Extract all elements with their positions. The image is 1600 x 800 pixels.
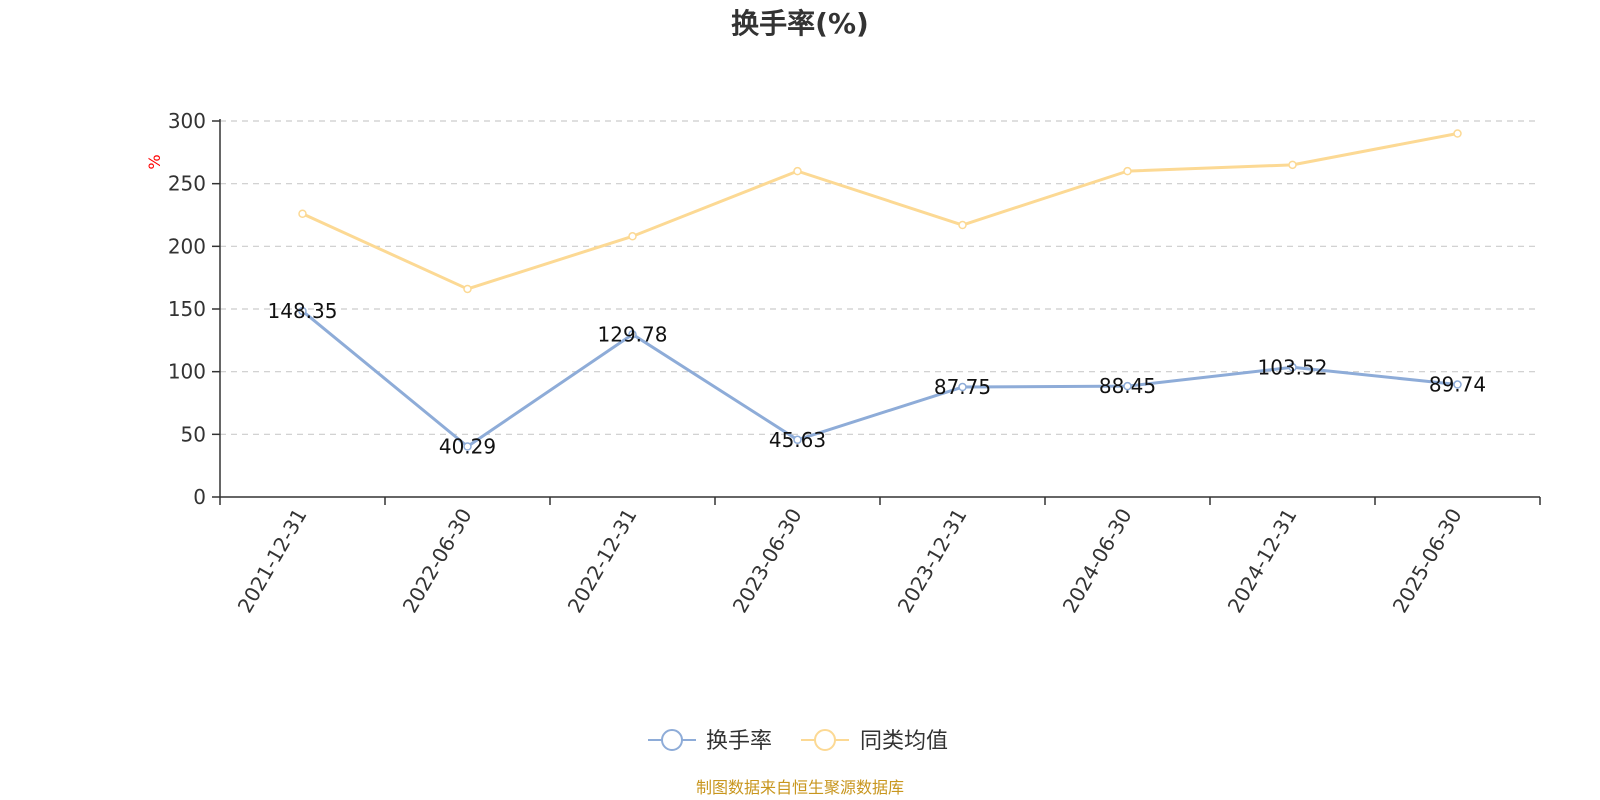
y-tick-label: 0	[193, 485, 206, 509]
x-tick-label: 2024-06-30	[1058, 504, 1137, 617]
y-tick-label: 100	[168, 360, 206, 384]
x-tick-label: 2025-06-30	[1388, 504, 1467, 617]
turnover-point[interactable]	[793, 435, 802, 445]
data-source-note: 制图数据来自恒生聚源数据库	[696, 778, 904, 797]
chart-title: 换手率(%)	[731, 7, 869, 40]
turnover-point[interactable]	[1288, 363, 1297, 372]
legend-peer-circle-icon	[814, 729, 836, 751]
peer-average-series-line	[301, 132, 1458, 291]
peer-average-point[interactable]	[1453, 129, 1462, 138]
x-tick-label: 2023-12-31	[893, 504, 972, 617]
y-tick-label: 250	[168, 172, 206, 196]
turnover-data-label: 89.74	[1429, 373, 1486, 397]
x-tick-label: 2022-06-30	[398, 504, 477, 617]
turnover-data-label: 87.75	[934, 375, 991, 399]
x-tick-label: 2022-12-31	[563, 504, 642, 617]
legend-label-peer-average: 同类均值	[860, 729, 948, 754]
axes: 0 50 100 150 200 250 300 2021-12-31 2022-06-30 20…	[168, 109, 1541, 617]
turnover-point[interactable]	[628, 330, 637, 339]
legend-turnover-circle-icon	[661, 729, 683, 751]
turnover-data-label: 88.45	[1099, 374, 1156, 398]
peer-average-point[interactable]	[298, 209, 307, 218]
y-tick-label: 150	[168, 297, 206, 321]
x-tick-label: 2021-12-31	[233, 504, 312, 617]
peer-average-point[interactable]	[958, 220, 967, 230]
series-lines	[298, 129, 1462, 451]
y-axis-unit: %	[145, 154, 164, 169]
turnover-point[interactable]	[1453, 380, 1462, 389]
grid-lines	[220, 120, 1540, 435]
legend[interactable]: 换手率 同类均值	[648, 729, 948, 754]
peer-average-point[interactable]	[628, 232, 637, 241]
y-tick-label: 200	[168, 234, 206, 258]
x-tick-label: 2023-06-30	[728, 504, 807, 617]
peer-average-point[interactable]	[1288, 160, 1297, 170]
turnover-point[interactable]	[298, 306, 307, 316]
legend-item-turnover[interactable]: 换手率	[648, 729, 772, 754]
turnover-point[interactable]	[958, 382, 967, 392]
y-tick-label: 300	[168, 109, 206, 133]
turnover-data-label: 103.52	[1258, 355, 1328, 379]
turnover-data-label: 40.29	[439, 435, 496, 459]
turnover-data-label: 148.35	[268, 299, 338, 323]
peer-average-point[interactable]	[463, 284, 472, 294]
peer-average-point[interactable]	[1123, 166, 1132, 176]
turnover-data-label: 129.78	[598, 322, 668, 346]
legend-label-turnover: 换手率	[706, 729, 772, 754]
turnover-series-line	[301, 309, 1458, 449]
turnover-data-label: 45.63	[769, 428, 826, 452]
peer-average-point[interactable]	[793, 166, 802, 176]
y-tick-label: 50	[181, 422, 206, 446]
turnover-point[interactable]	[463, 442, 472, 451]
turnover-point[interactable]	[1123, 381, 1132, 391]
x-tick-label: 2024-12-31	[1223, 504, 1302, 617]
data-labels: 148.35 40.29 129.78 45.63 87.75 88.45 103.52 89…	[268, 299, 1487, 458]
legend-item-peer-average[interactable]: 同类均值	[801, 729, 948, 754]
